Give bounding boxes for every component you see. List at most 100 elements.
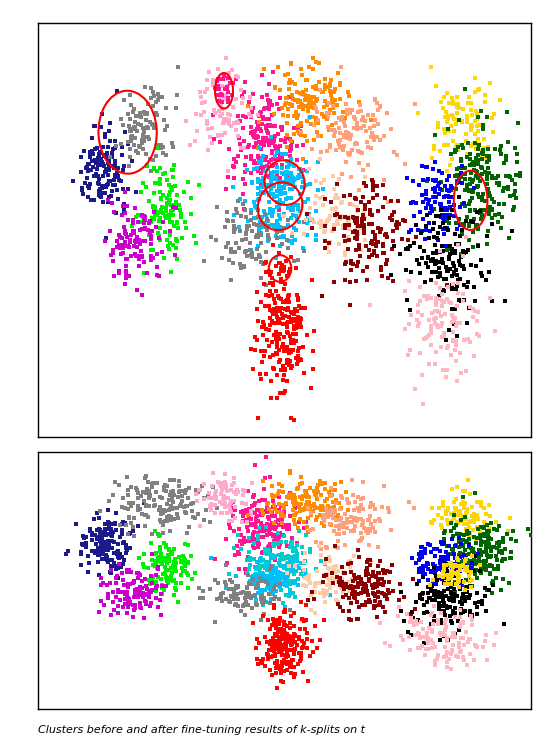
Point: [286, 98, 294, 110]
Point: [412, 556, 421, 569]
Point: [469, 311, 478, 323]
Point: [440, 617, 449, 629]
Point: [185, 482, 193, 494]
Point: [298, 614, 307, 626]
Point: [467, 550, 476, 562]
Point: [201, 86, 210, 98]
Point: [445, 593, 454, 605]
Point: [265, 139, 274, 151]
Point: [132, 236, 140, 248]
Point: [351, 215, 359, 227]
Point: [381, 590, 390, 602]
Point: [282, 491, 291, 503]
Point: [331, 540, 339, 552]
Point: [163, 575, 171, 587]
Point: [433, 320, 441, 332]
Point: [455, 556, 463, 569]
Point: [259, 598, 268, 610]
Point: [104, 541, 113, 553]
Point: [316, 84, 325, 96]
Point: [423, 290, 432, 302]
Point: [287, 639, 295, 651]
Point: [340, 230, 349, 242]
Point: [473, 509, 481, 521]
Point: [452, 238, 461, 250]
Point: [272, 342, 281, 354]
Point: [447, 557, 455, 569]
Point: [263, 225, 272, 237]
Point: [104, 158, 113, 170]
Point: [111, 171, 120, 183]
Point: [238, 599, 247, 611]
Point: [264, 220, 273, 232]
Point: [423, 161, 432, 173]
Point: [442, 272, 451, 284]
Point: [431, 564, 440, 576]
Point: [481, 538, 490, 550]
Point: [476, 566, 485, 578]
Point: [88, 132, 96, 144]
Point: [459, 617, 467, 629]
Point: [108, 596, 117, 608]
Point: [378, 573, 386, 585]
Point: [462, 231, 470, 243]
Point: [291, 492, 300, 504]
Point: [272, 220, 281, 232]
Point: [463, 317, 472, 329]
Point: [136, 503, 145, 515]
Point: [439, 363, 448, 375]
Point: [124, 489, 132, 501]
Point: [285, 266, 294, 278]
Point: [231, 580, 240, 592]
Point: [302, 488, 311, 500]
Point: [161, 581, 170, 593]
Point: [178, 562, 186, 574]
Point: [290, 160, 299, 172]
Point: [283, 305, 292, 317]
Point: [435, 590, 443, 602]
Point: [187, 498, 196, 510]
Point: [261, 472, 270, 484]
Point: [442, 621, 450, 633]
Point: [374, 575, 383, 587]
Point: [160, 553, 169, 565]
Point: [483, 178, 492, 190]
Point: [461, 246, 470, 258]
Point: [397, 587, 406, 599]
Point: [81, 541, 90, 553]
Point: [447, 645, 456, 657]
Point: [441, 612, 450, 624]
Point: [454, 517, 462, 529]
Point: [358, 192, 367, 204]
Point: [389, 234, 397, 247]
Point: [284, 570, 293, 582]
Point: [325, 555, 334, 567]
Point: [227, 497, 236, 509]
Point: [278, 630, 286, 642]
Point: [276, 517, 285, 529]
Point: [346, 255, 355, 267]
Point: [368, 570, 377, 582]
Point: [312, 190, 320, 202]
Point: [466, 563, 474, 575]
Point: [361, 204, 370, 216]
Point: [379, 563, 388, 575]
Point: [120, 198, 129, 210]
Point: [357, 535, 365, 547]
Point: [326, 104, 334, 116]
Point: [462, 535, 471, 547]
Point: [153, 560, 162, 572]
Point: [153, 177, 162, 189]
Point: [208, 137, 217, 149]
Point: [160, 210, 169, 222]
Point: [250, 157, 259, 169]
Point: [331, 497, 340, 509]
Point: [264, 137, 273, 149]
Point: [226, 495, 235, 507]
Point: [369, 522, 377, 534]
Point: [448, 532, 457, 544]
Point: [283, 327, 292, 339]
Point: [277, 511, 286, 523]
Point: [308, 81, 317, 93]
Point: [101, 232, 110, 244]
